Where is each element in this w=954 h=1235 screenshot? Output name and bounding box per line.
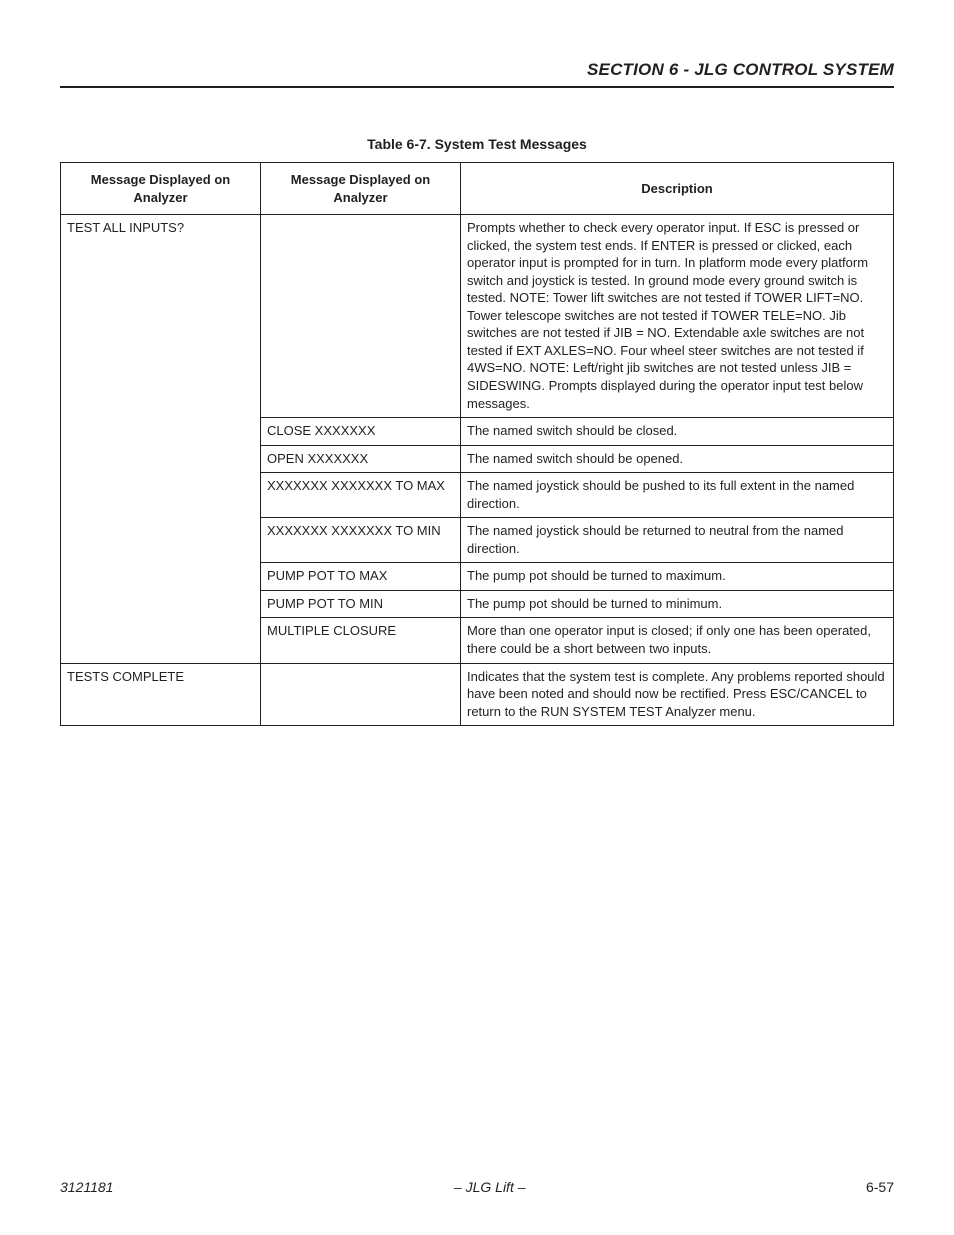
footer-doc-number: 3121181 [60, 1179, 113, 1195]
cell-desc: The named switch should be closed. [461, 418, 894, 446]
cell-desc: The pump pot should be turned to maximum… [461, 563, 894, 591]
cell-msg2: PUMP POT TO MAX [261, 563, 461, 591]
cell-desc: Indicates that the system test is comple… [461, 663, 894, 726]
cell-desc: The named joystick should be returned to… [461, 518, 894, 563]
page-footer: 3121181 – JLG Lift – 6-57 [60, 1179, 894, 1195]
cell-msg2: OPEN XXXXXXX [261, 445, 461, 473]
cell-msg2 [261, 663, 461, 726]
cell-msg1: TEST ALL INPUTS? [61, 215, 261, 663]
cell-desc: Prompts whether to check every operator … [461, 215, 894, 418]
table-header-row: Message Displayed on Analyzer Message Di… [61, 163, 894, 215]
cell-desc: More than one operator input is closed; … [461, 618, 894, 663]
footer-title: – JLG Lift – [454, 1179, 526, 1195]
col-header-3: Description [461, 163, 894, 215]
table-row: TEST ALL INPUTS? Prompts whether to chec… [61, 215, 894, 418]
table-body: TEST ALL INPUTS? Prompts whether to chec… [61, 215, 894, 726]
cell-msg2 [261, 215, 461, 418]
section-header: SECTION 6 - JLG CONTROL SYSTEM [60, 60, 894, 88]
cell-desc: The named switch should be opened. [461, 445, 894, 473]
table-row: TESTS COMPLETE Indicates that the system… [61, 663, 894, 726]
col-header-2: Message Displayed on Analyzer [261, 163, 461, 215]
cell-msg2: PUMP POT TO MIN [261, 590, 461, 618]
cell-msg2: MULTIPLE CLOSURE [261, 618, 461, 663]
page: SECTION 6 - JLG CONTROL SYSTEM Table 6-7… [0, 0, 954, 1235]
cell-msg2: XXXXXXX XXXXXXX TO MAX [261, 473, 461, 518]
system-test-table: Message Displayed on Analyzer Message Di… [60, 162, 894, 726]
cell-msg2: CLOSE XXXXXXX [261, 418, 461, 446]
footer-page-number: 6-57 [866, 1179, 894, 1195]
table-caption: Table 6-7. System Test Messages [60, 136, 894, 152]
col-header-1: Message Displayed on Analyzer [61, 163, 261, 215]
cell-msg2: XXXXXXX XXXXXXX TO MIN [261, 518, 461, 563]
cell-desc: The pump pot should be turned to minimum… [461, 590, 894, 618]
cell-desc: The named joystick should be pushed to i… [461, 473, 894, 518]
cell-msg1: TESTS COMPLETE [61, 663, 261, 726]
